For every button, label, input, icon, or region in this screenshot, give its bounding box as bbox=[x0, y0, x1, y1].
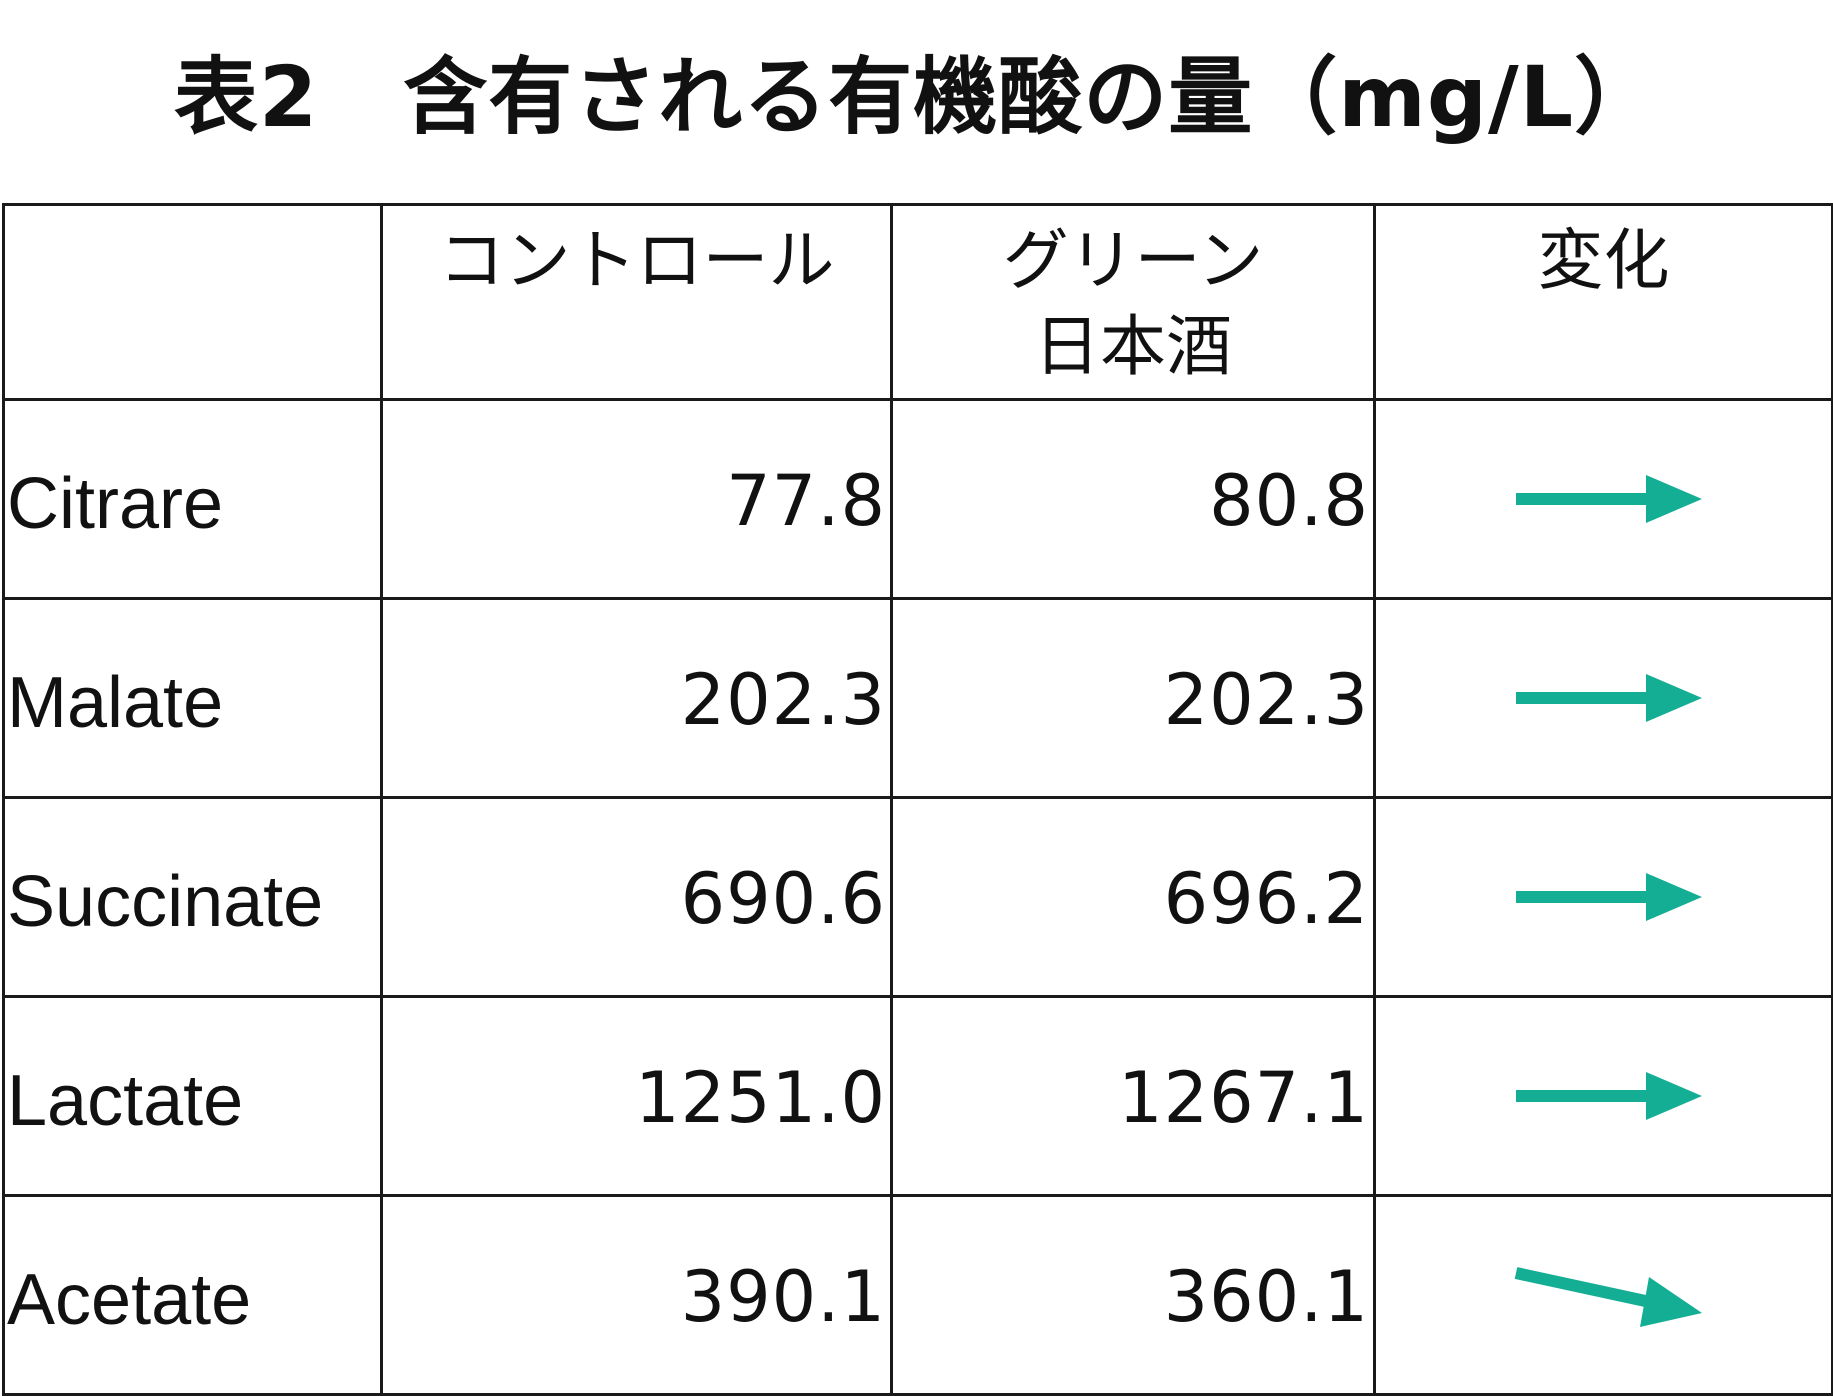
flat-arrow-icon bbox=[1515, 475, 1702, 523]
acid-name-cell: Lactate bbox=[2, 995, 383, 1197]
header-cell-empty bbox=[2, 203, 383, 401]
green-value-cell: 1267.1 bbox=[890, 995, 1376, 1197]
change-cell bbox=[1373, 995, 1833, 1197]
flat-arrow-icon bbox=[1515, 674, 1702, 722]
page-title: 表2 含有される有機酸の量（mg/L） bbox=[173, 48, 1660, 146]
control-value-cell: 77.8 bbox=[380, 398, 893, 600]
table-row: Lactate 1251.0 1267.1 bbox=[2, 995, 1833, 1197]
acid-name-cell: Acetate bbox=[2, 1194, 383, 1396]
control-value-cell: 1251.0 bbox=[380, 995, 893, 1197]
green-value-cell: 696.2 bbox=[890, 796, 1376, 998]
header-control-label: コントロール bbox=[438, 222, 835, 299]
header-green-sake-label: グリーン 日本酒 bbox=[1002, 222, 1264, 385]
table-row: Malate 202.3 202.3 bbox=[2, 597, 1833, 799]
green-value-cell: 202.3 bbox=[890, 597, 1376, 799]
flat-arrow-icon bbox=[1515, 873, 1702, 921]
header-cell-control: コントロール bbox=[380, 203, 893, 401]
down-arrow-icon bbox=[1514, 1267, 1702, 1327]
change-cell bbox=[1373, 597, 1833, 799]
table-header-row: コントロール グリーン 日本酒 変化 bbox=[2, 203, 1833, 401]
control-value-cell: 690.6 bbox=[380, 796, 893, 998]
organic-acid-table: コントロール グリーン 日本酒 変化 Citrare 77.8 80.8 Mal… bbox=[2, 203, 1833, 1396]
green-value-cell: 360.1 bbox=[890, 1194, 1376, 1396]
table-row: Acetate 390.1 360.1 bbox=[2, 1194, 1833, 1396]
header-change-label: 変化 bbox=[1537, 222, 1670, 299]
header-cell-change: 変化 bbox=[1373, 203, 1833, 401]
table-row: Succinate 690.6 696.2 bbox=[2, 796, 1833, 998]
change-cell bbox=[1373, 398, 1833, 600]
change-cell bbox=[1373, 796, 1833, 998]
table-row: Citrare 77.8 80.8 bbox=[2, 398, 1833, 600]
control-value-cell: 390.1 bbox=[380, 1194, 893, 1396]
change-cell bbox=[1373, 1194, 1833, 1396]
acid-name-cell: Citrare bbox=[2, 398, 383, 600]
flat-arrow-icon bbox=[1515, 1072, 1702, 1120]
green-value-cell: 80.8 bbox=[890, 398, 1376, 600]
acid-name-cell: Malate bbox=[2, 597, 383, 799]
header-cell-green-sake: グリーン 日本酒 bbox=[890, 203, 1376, 401]
acid-name-cell: Succinate bbox=[2, 796, 383, 998]
control-value-cell: 202.3 bbox=[380, 597, 893, 799]
